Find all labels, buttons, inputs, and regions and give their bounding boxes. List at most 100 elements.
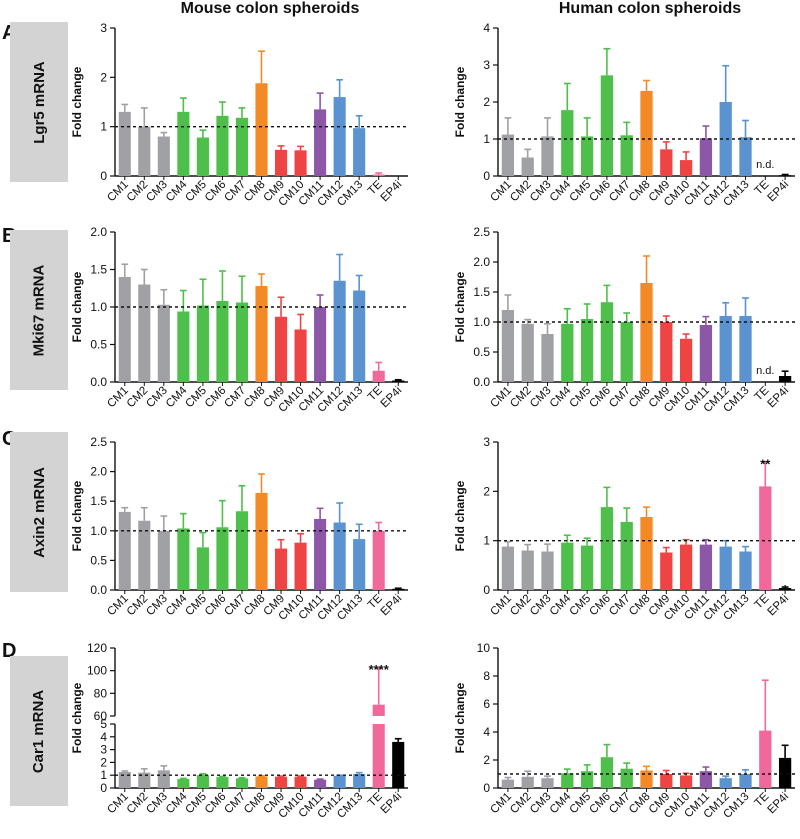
bar-TE	[759, 730, 772, 788]
x-tick-label-CM3: CM3	[528, 385, 554, 411]
annotation-EP4i: *	[783, 582, 789, 597]
y-tick-label: 3	[100, 21, 107, 35]
bar-CM9	[274, 149, 288, 176]
bar-CM12	[333, 522, 346, 590]
x-tick-label-CM3: CM3	[144, 593, 170, 619]
bar-CM10	[294, 329, 307, 382]
bar-CM1	[118, 277, 131, 382]
x-tick-label-CM1: CM1	[105, 593, 131, 619]
bar-CM7	[235, 511, 249, 590]
y-tick-label: 0.0	[90, 375, 107, 389]
y-tick-label: 2.0	[473, 255, 490, 269]
y-tick-label: 0	[100, 169, 107, 183]
bar-CM5	[196, 547, 209, 590]
bar-CM4	[177, 311, 190, 382]
x-tick-label-CM7: CM7	[222, 593, 248, 619]
y-tick-label: 1	[100, 120, 107, 134]
bar-CM2	[138, 284, 151, 382]
x-tick-label-CM5: CM5	[183, 179, 209, 205]
x-tick-label-CM2: CM2	[125, 593, 151, 619]
x-tick-label-EP4i: EP4i	[766, 179, 792, 205]
x-tick-label-CM5: CM5	[568, 593, 594, 619]
bar-CM10	[679, 775, 693, 788]
y-tick-label: 0.5	[90, 553, 107, 567]
y-tick-label: 0.0	[90, 583, 107, 597]
x-tick-label-CM6: CM6	[203, 791, 229, 817]
bar-CM2	[521, 776, 534, 788]
x-tick-label-CM3: CM3	[144, 791, 170, 817]
x-tick-label-CM2: CM2	[508, 593, 534, 619]
x-tick-label-CM4: CM4	[548, 178, 574, 204]
x-tick-label-CM8: CM8	[627, 791, 653, 817]
x-tick-label-CM8: CM8	[242, 791, 268, 817]
y-tick-label: 2	[483, 753, 490, 767]
bar-CM6	[216, 301, 229, 382]
y-tick-label: 2	[483, 484, 490, 498]
bar-CM13	[739, 551, 752, 590]
y-tick-label: 2	[100, 755, 107, 769]
x-tick-label-EP4i: EP4i	[379, 593, 405, 619]
bar-CM4	[177, 528, 190, 590]
bar-CM3	[541, 334, 554, 382]
y-tick-label: 8	[483, 669, 490, 683]
bar-CM9	[274, 316, 288, 382]
x-tick-label-CM7: CM7	[222, 385, 248, 411]
y-tick-label: 2.0	[90, 465, 107, 479]
column-title-human: Human colon spheroids	[558, 0, 742, 17]
x-tick-label-CM6: CM6	[587, 179, 613, 205]
bar-CM8	[255, 286, 268, 382]
bar-CM1	[501, 134, 515, 176]
y-tick-label: 100	[87, 664, 107, 678]
y-tick-label: 1.0	[90, 300, 107, 314]
bar-CM11	[699, 544, 713, 590]
bar-CM11	[314, 307, 327, 382]
bar-CM2	[521, 550, 534, 590]
x-tick-label-EP4i: EP4i	[379, 791, 405, 817]
x-tick-label-CM2: CM2	[125, 791, 151, 817]
y-tick-label: 3	[483, 58, 490, 72]
bar-CM13	[353, 128, 366, 176]
bar-TE	[372, 370, 385, 382]
annotation-TE: n.d.	[756, 159, 774, 171]
x-tick-label-CM4: CM4	[164, 790, 190, 816]
x-tick-label-CM1: CM1	[488, 179, 514, 205]
bar-CM8	[255, 492, 268, 590]
bar-CM13	[739, 316, 752, 382]
x-tick-label-EP4i: EP4i	[766, 791, 792, 817]
x-tick-label-CM8: CM8	[242, 593, 268, 619]
bar-CM4	[561, 110, 574, 176]
bar-CM3	[157, 136, 170, 176]
y-tick-label: 0	[483, 169, 490, 183]
bar-CM11	[314, 109, 327, 176]
bar-CM12	[719, 546, 732, 590]
x-tick-label-CM7: CM7	[222, 179, 248, 205]
y-tick-label: 0	[100, 781, 107, 795]
bar-CM10	[679, 160, 693, 176]
bar-CM9	[274, 548, 288, 590]
x-tick-label-CM5: CM5	[568, 385, 594, 411]
bar-CM11	[314, 518, 327, 590]
x-tick-label-CM4: CM4	[548, 790, 574, 816]
bar-TE	[372, 530, 385, 590]
bar-CM12	[333, 280, 346, 382]
y-tick-label: 0.5	[90, 338, 107, 352]
y-tick-label: 10	[477, 641, 491, 655]
x-tick-label-CM2: CM2	[508, 179, 534, 205]
x-tick-label-CM5: CM5	[568, 791, 594, 817]
y-axis-label: Fold change	[70, 271, 84, 342]
x-tick-label-CM4: CM4	[164, 384, 190, 410]
bar-CM12	[333, 775, 346, 788]
x-tick-label-CM2: CM2	[125, 179, 151, 205]
x-tick-label-CM1: CM1	[105, 179, 131, 205]
x-tick-label-CM6: CM6	[587, 791, 613, 817]
x-tick-label-CM7: CM7	[607, 179, 633, 205]
x-tick-label-CM3: CM3	[144, 179, 170, 205]
bar-CM6	[600, 507, 614, 590]
bar-CM7	[235, 117, 249, 176]
bar-CM10	[294, 776, 307, 788]
